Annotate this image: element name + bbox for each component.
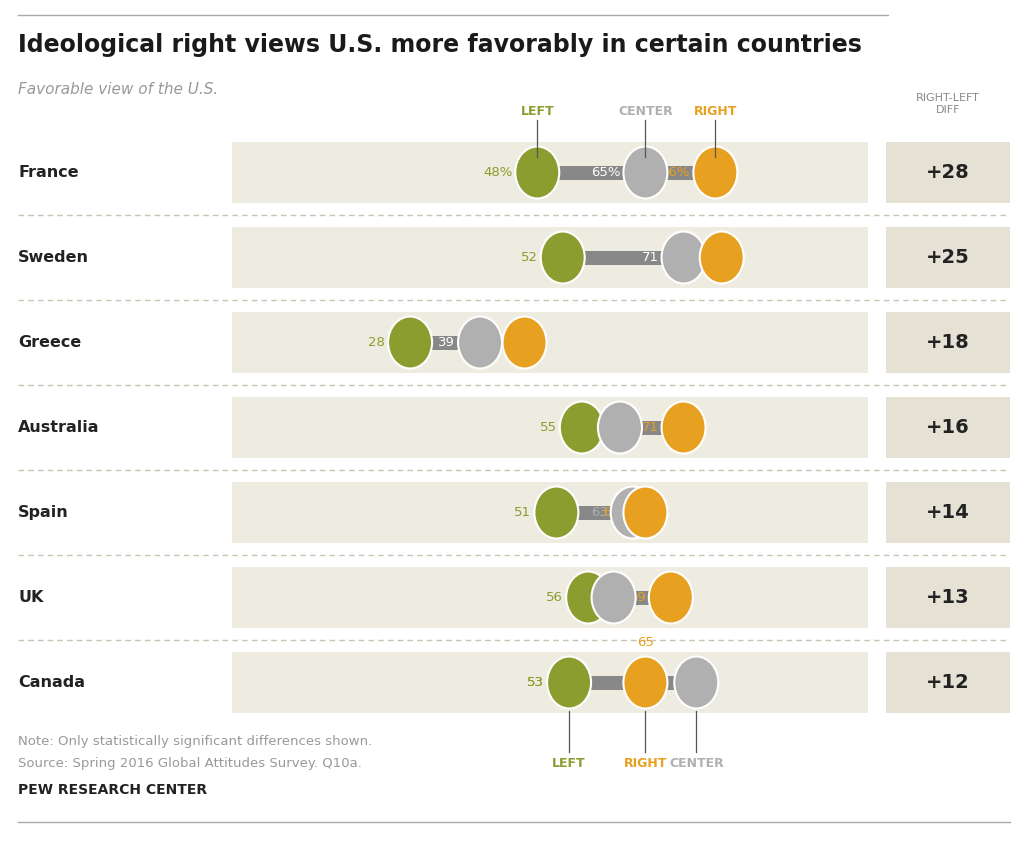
Text: Source: Spring 2016 Global Attitudes Survey. Q10a.: Source: Spring 2016 Global Attitudes Sur…: [18, 757, 361, 770]
Text: 55: 55: [540, 421, 557, 434]
Text: 63: 63: [591, 506, 607, 519]
Text: 46: 46: [482, 336, 500, 349]
Text: Note: Only statistically significant differences shown.: Note: Only statistically significant dif…: [18, 735, 373, 748]
Ellipse shape: [535, 487, 579, 539]
Text: 51: 51: [514, 506, 531, 519]
Bar: [582, 420, 684, 434]
Text: 48%: 48%: [483, 166, 512, 179]
Bar: [886, 142, 1010, 203]
Text: CENTER: CENTER: [669, 757, 724, 770]
Text: CENTER: CENTER: [618, 105, 673, 118]
Text: Sweden: Sweden: [18, 250, 89, 265]
Text: 39: 39: [438, 336, 455, 349]
Ellipse shape: [624, 487, 668, 539]
Text: 60: 60: [571, 591, 589, 604]
Text: 56: 56: [546, 591, 563, 604]
Bar: [886, 312, 1010, 373]
Text: 61: 61: [579, 421, 595, 434]
Ellipse shape: [649, 572, 693, 623]
Ellipse shape: [560, 402, 604, 454]
Ellipse shape: [592, 572, 636, 623]
Text: 28: 28: [369, 336, 385, 349]
Bar: [538, 166, 716, 179]
Text: 76%: 76%: [660, 166, 690, 179]
Text: LEFT: LEFT: [520, 105, 554, 118]
Ellipse shape: [624, 657, 668, 708]
Text: RIGHT-LEFT
DIFF: RIGHT-LEFT DIFF: [916, 93, 980, 115]
Text: 71: 71: [642, 421, 658, 434]
Text: LEFT: LEFT: [552, 757, 586, 770]
Bar: [232, 652, 868, 713]
Ellipse shape: [699, 232, 743, 284]
Text: +12: +12: [926, 673, 970, 692]
Ellipse shape: [598, 402, 642, 454]
Text: 65: 65: [637, 636, 654, 648]
Text: +16: +16: [926, 418, 970, 437]
Text: 53: 53: [527, 676, 544, 689]
Bar: [232, 226, 868, 288]
Ellipse shape: [566, 572, 610, 623]
Text: Ideological right views U.S. more favorably in certain countries: Ideological right views U.S. more favora…: [18, 33, 862, 57]
Text: Australia: Australia: [18, 420, 99, 435]
Ellipse shape: [624, 147, 668, 199]
Text: 77: 77: [680, 251, 696, 264]
Ellipse shape: [541, 232, 585, 284]
Text: Spain: Spain: [18, 505, 69, 520]
Text: +18: +18: [926, 333, 970, 352]
Text: Greece: Greece: [18, 335, 81, 350]
Text: PEW RESEARCH CENTER: PEW RESEARCH CENTER: [18, 783, 207, 797]
Bar: [232, 482, 868, 543]
Text: RIGHT: RIGHT: [624, 757, 667, 770]
Ellipse shape: [662, 402, 706, 454]
Text: 65: 65: [603, 506, 621, 519]
Ellipse shape: [610, 487, 654, 539]
Bar: [886, 226, 1010, 288]
Bar: [232, 397, 868, 458]
Ellipse shape: [662, 232, 706, 284]
Ellipse shape: [515, 147, 559, 199]
Bar: [232, 142, 868, 203]
Ellipse shape: [547, 657, 591, 708]
Ellipse shape: [693, 147, 737, 199]
Text: France: France: [18, 165, 79, 180]
Bar: [232, 567, 868, 628]
Ellipse shape: [458, 317, 502, 369]
Bar: [886, 482, 1010, 543]
Bar: [556, 505, 645, 520]
Text: +28: +28: [926, 163, 970, 182]
Text: 73: 73: [654, 676, 672, 689]
Text: +14: +14: [926, 503, 970, 522]
Ellipse shape: [388, 317, 432, 369]
Text: RIGHT: RIGHT: [693, 105, 737, 118]
Bar: [563, 251, 722, 264]
Text: +25: +25: [926, 248, 970, 267]
Text: +13: +13: [926, 588, 970, 607]
Text: 65%: 65%: [591, 166, 621, 179]
Text: 71: 71: [642, 251, 658, 264]
Bar: [886, 397, 1010, 458]
Bar: [410, 335, 524, 349]
Text: 53: 53: [527, 676, 544, 689]
Bar: [588, 590, 671, 605]
Text: 52: 52: [521, 251, 538, 264]
Bar: [569, 675, 696, 690]
Ellipse shape: [674, 657, 718, 708]
Text: Favorable view of the U.S.: Favorable view of the U.S.: [18, 83, 218, 98]
Bar: [886, 652, 1010, 713]
Text: 69: 69: [629, 591, 646, 604]
Text: UK: UK: [18, 590, 43, 605]
Ellipse shape: [503, 317, 547, 369]
Bar: [232, 312, 868, 373]
Bar: [886, 567, 1010, 628]
Text: Canada: Canada: [18, 675, 85, 690]
